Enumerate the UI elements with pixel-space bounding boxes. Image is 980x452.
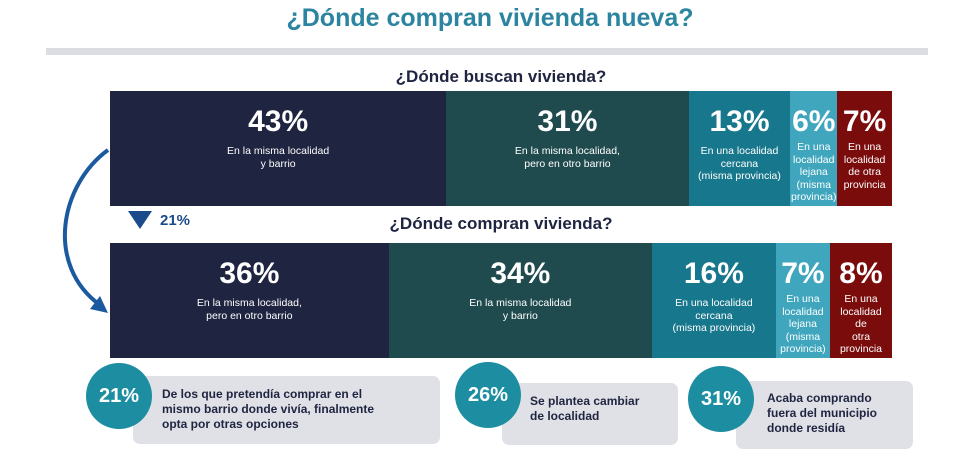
segment-value-label: 43% [248,105,309,138]
callout-percent-3: 31% [688,366,754,432]
segment-value-label: 13% [709,105,770,138]
search-bar: 43% En la misma localidad y barrio 31% En l… [110,91,892,206]
bar-segment: 7% En una localidad de otra provincia [837,91,892,206]
segment-description: En una localidad lejana (misma provincia… [780,293,826,355]
bar-segment: 13% En una localidad cercana (misma provi… [688,91,791,206]
delta-label: 21% [160,211,191,229]
segment-description: En una localidad lejana (misma provincia… [791,141,837,203]
callout-percent-1: 21% [86,363,152,429]
segment-value-label: 7% [781,257,825,290]
segment-value-label: 8% [839,257,883,290]
down-triangle-icon [128,211,152,229]
bar-segment: 6% En una localidad lejana (misma provinc… [790,91,838,206]
title-divider [46,48,928,55]
segment-value-label: 7% [842,105,887,138]
bar-segment: 43% En la misma localidad y barrio [110,91,447,206]
segment-value-label: 6% [792,105,836,138]
callout-text-3: Acaba comprando fuera del municipio dond… [767,391,878,435]
segment-value-label: 16% [683,257,744,290]
segment-description: En la misma localidad y barrio [227,145,330,170]
purchase-chart-title: ¿Dónde compran vivienda? [389,214,613,233]
segment-value-label: 31% [537,105,598,138]
bar-segment: 34% En la misma localidad y barrio [388,243,652,358]
bar-segment: 16% En una localidad cercana (misma provi… [651,243,776,358]
callout-box-1 [133,376,440,444]
callout-box-3 [736,381,913,449]
bar-segment: 31% En la misma localidad, pero en otro b… [446,91,689,206]
segment-description: En una localidad de otra provincia [843,141,886,191]
delta-indicator: 21% [128,211,190,229]
search-chart-title: ¿Dónde buscan vivienda? [395,67,607,86]
callout-text-2: Se plantea cambiar de localidad [530,394,640,423]
bar-segment: 36% En la misma localidad, pero en otro b… [110,243,389,358]
segment-description: En una localidad cercana (misma provinci… [698,145,781,182]
bar-segment: 7% En una localidad lejana (misma provinc… [775,243,831,358]
segment-value-label: 36% [219,257,280,290]
callout-box-2 [502,383,678,445]
callout-text-1: De los que pretendía comprar en el mismo… [162,387,375,431]
segment-description: En la misma localidad, pero en otro barr… [514,145,620,170]
purchase-bar: 36% En la misma localidad, pero en otro b… [110,243,892,358]
segment-description: En la misma localidad y barrio [469,297,572,322]
segment-value-label: 34% [490,257,551,290]
segment-description: En una localidad cercana (misma provinci… [672,297,756,334]
segment-description: En una localidad de otra provincia [839,293,882,355]
segment-description: En la misma localidad, pero en otro barr… [196,297,302,322]
bar-segment: 8% En una localidad de otra provincia [830,243,892,358]
page-title: ¿Dónde compran vivienda nueva? [286,4,694,32]
callout-percent-2: 26% [455,362,521,428]
